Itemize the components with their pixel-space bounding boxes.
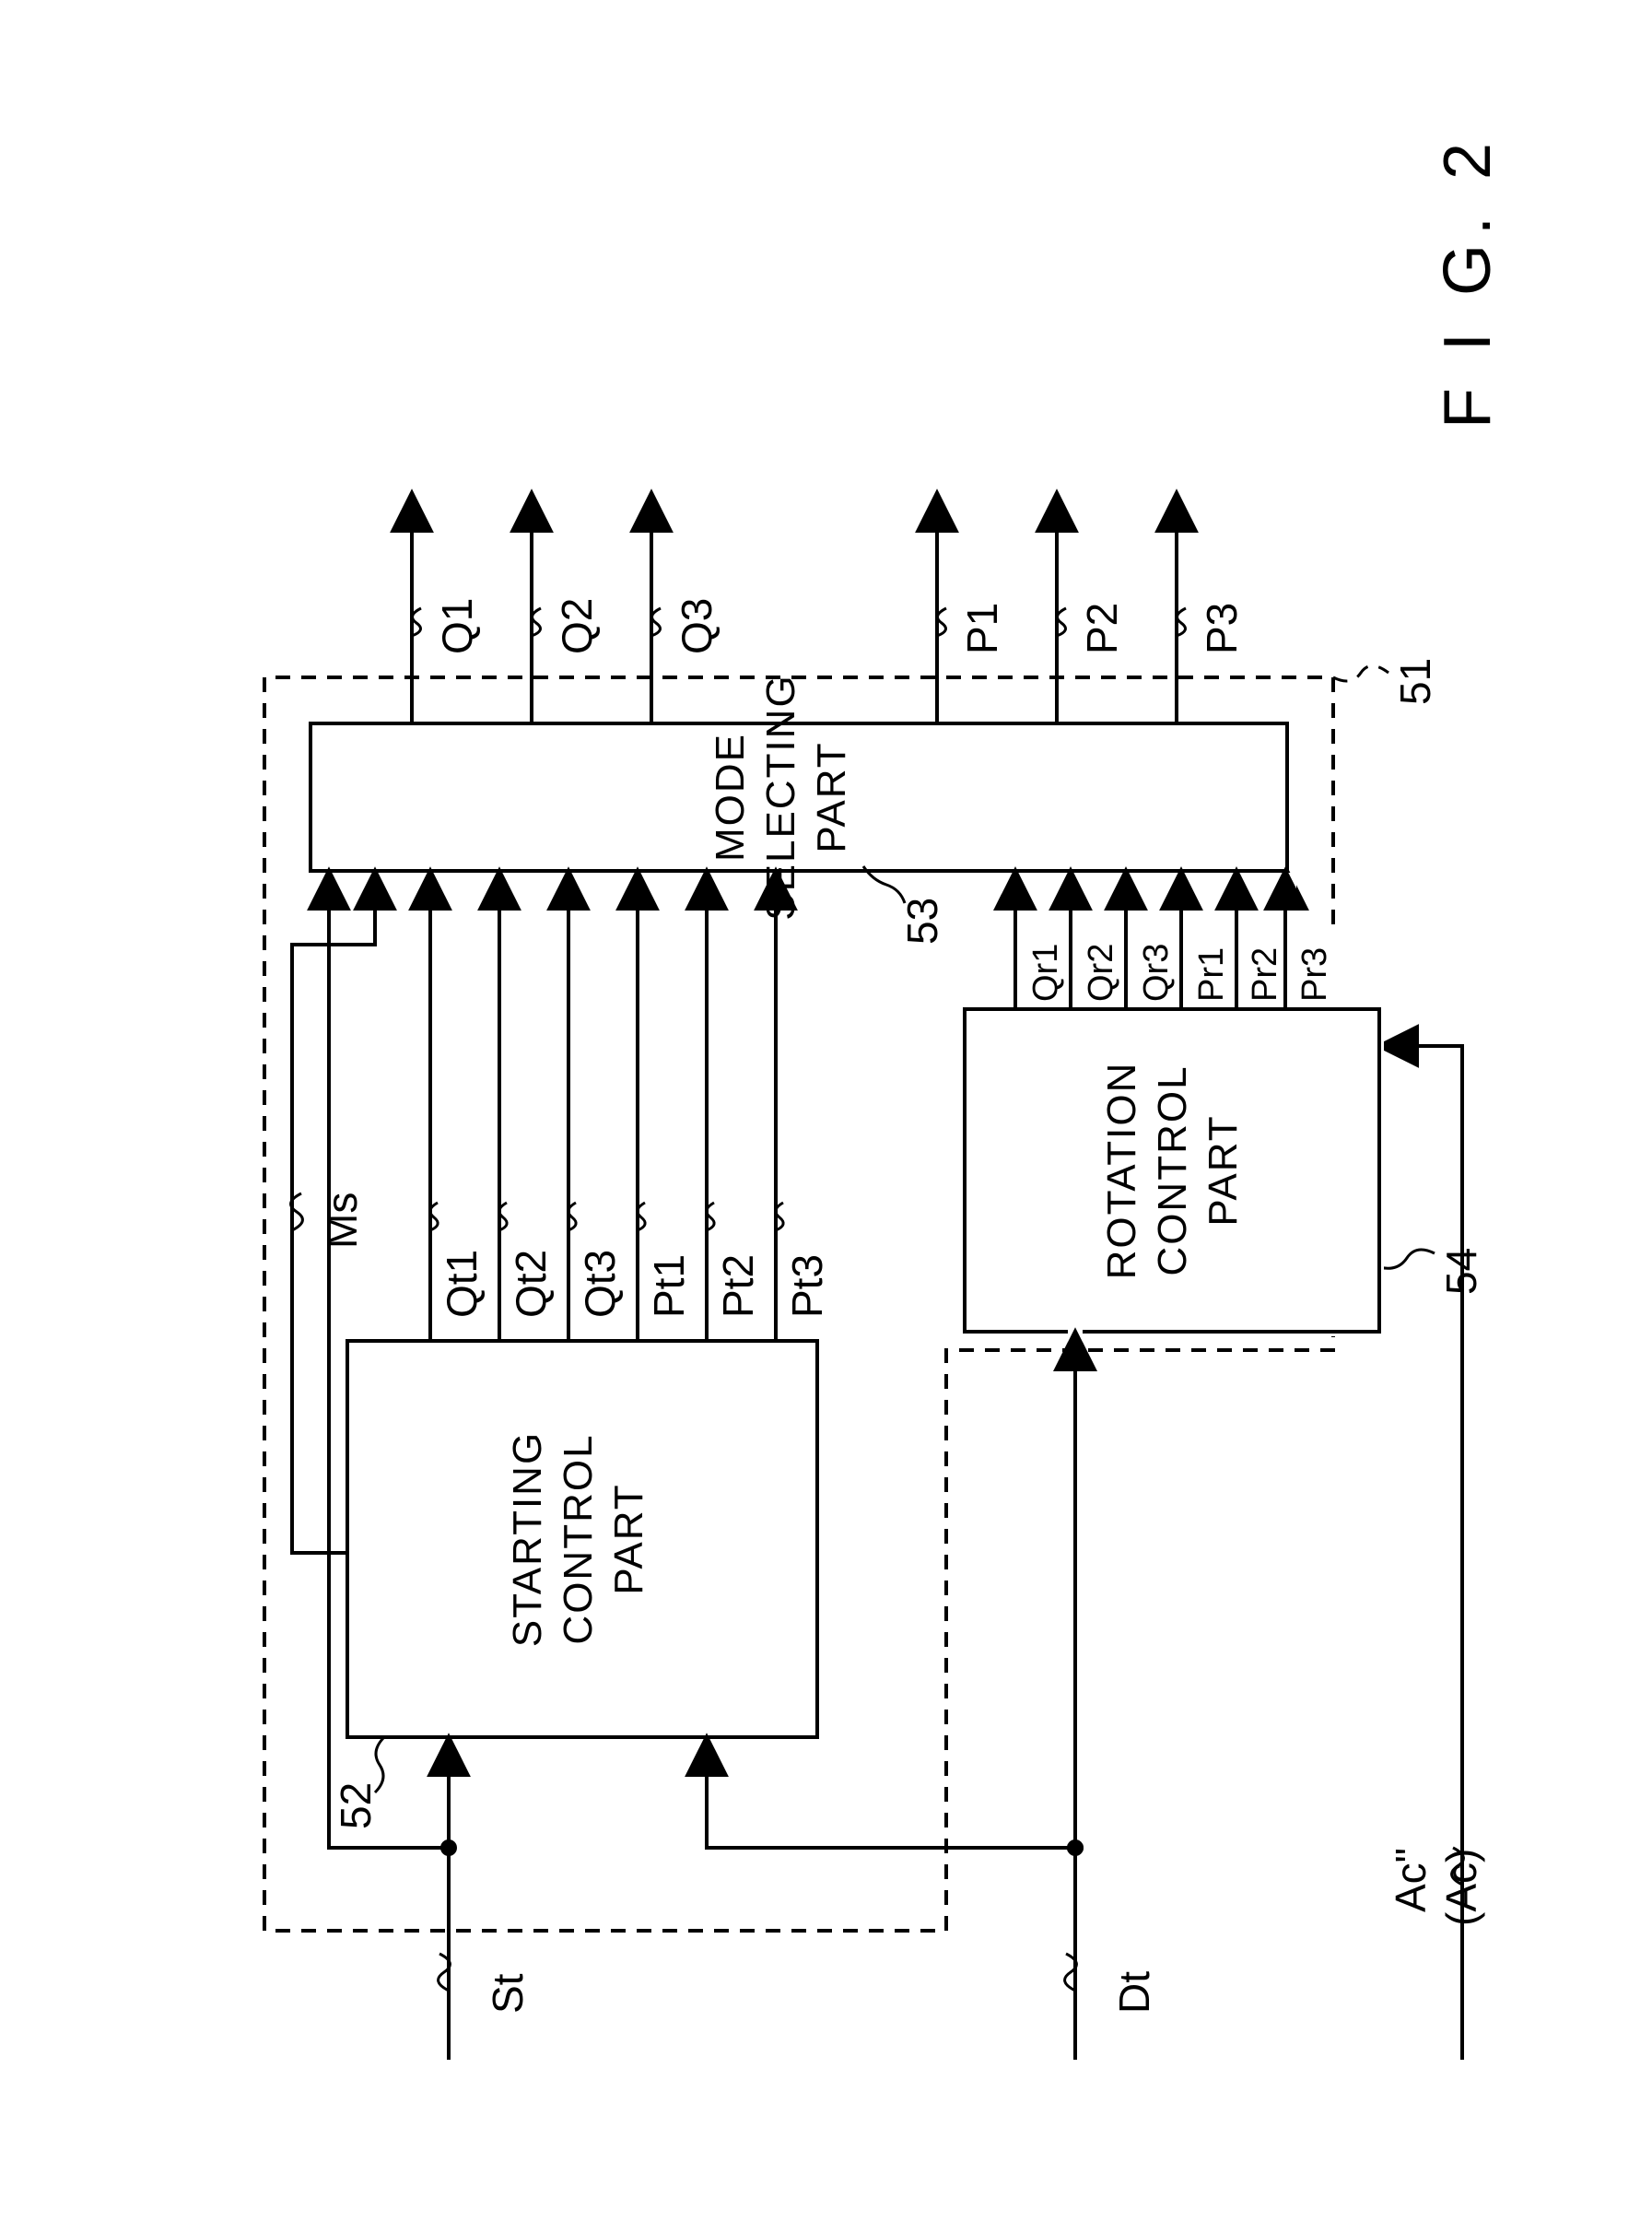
ref-54: 54 (1437, 1248, 1485, 1295)
label-q1: Q1 (433, 598, 481, 654)
rotation-line2b: CONTROL (1150, 1064, 1195, 1275)
label-q2: Q2 (553, 598, 601, 654)
figure-label: F I G. 2 (1431, 143, 1505, 429)
label-qr1: Qr1 (1026, 944, 1065, 1002)
ref51-leader (1333, 666, 1388, 682)
ref54-leader (1379, 1250, 1435, 1268)
rotation-line1b: ROTATION (1099, 1062, 1144, 1280)
label-qr2: Qr2 (1082, 944, 1120, 1002)
dt-to-starting (707, 1737, 1075, 1848)
mode-line2: SELECTING (758, 674, 803, 920)
label-pt3: Pt3 (783, 1254, 831, 1318)
label-q3: Q3 (673, 598, 721, 654)
diagram-canvas: STARTING CONTROL PART ROTATION CONTROL P… (135, 143, 1517, 2078)
label-ac: Ac" (1387, 1848, 1435, 1912)
label-pt1: Pt1 (645, 1254, 693, 1318)
mode-line3: PART (809, 741, 854, 852)
label-pr2: Pr2 (1246, 947, 1284, 1002)
label-pr3: Pr3 (1295, 947, 1334, 1002)
label-qt3: Qt3 (576, 1250, 624, 1318)
starting-line2: CONTROL (556, 1433, 601, 1644)
label-p1: P1 (958, 603, 1006, 654)
ref-53: 53 (898, 898, 946, 945)
label-p3: P3 (1198, 603, 1246, 654)
label-ac-paren: (Ac) (1437, 1849, 1485, 1926)
label-qt2: Qt2 (507, 1250, 555, 1318)
ref-52: 52 (332, 1782, 380, 1829)
ref-51: 51 (1391, 658, 1439, 705)
mode-output-leaders (412, 608, 1186, 636)
label-qr3: Qr3 (1137, 944, 1176, 1002)
label-pr1: Pr1 (1192, 947, 1231, 1002)
label-ms: Ms (318, 1193, 366, 1249)
starting-line1: STARTING (505, 1431, 550, 1647)
label-qt1: Qt1 (438, 1250, 486, 1318)
mode-line1: MODE (708, 733, 753, 862)
starting-output-leaders (429, 1203, 782, 1230)
label-dt: Dt (1110, 1971, 1158, 2014)
rotation-line3b: PART (1201, 1114, 1246, 1226)
starting-line3: PART (606, 1483, 651, 1594)
diagram-svg: STARTING CONTROL PART ROTATION CONTROL P… (135, 143, 1517, 2078)
label-p2: P2 (1078, 603, 1126, 654)
label-pt2: Pt2 (714, 1254, 762, 1318)
label-st: St (484, 1973, 532, 2014)
